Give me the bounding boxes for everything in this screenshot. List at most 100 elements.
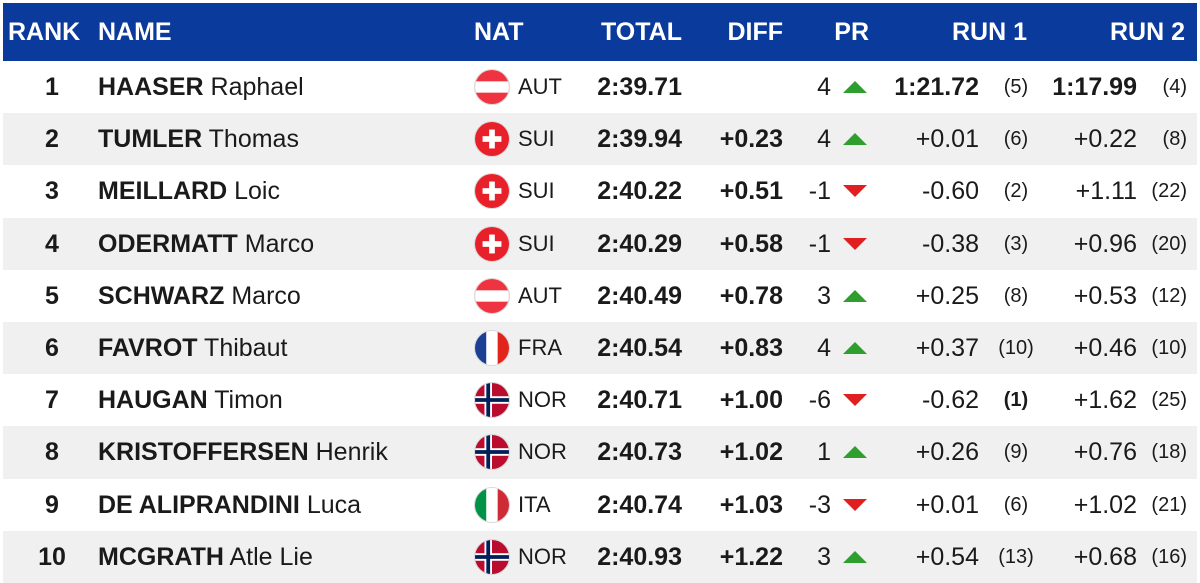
table-header: RANK NAME NAT TOTAL DIFF PR RUN 1 RUN 2 [3,3,1197,61]
nation-code: AUT [518,74,562,99]
athlete-surname: MEILLARD [98,177,228,206]
run1-position: (9) [1003,441,1029,464]
table-row[interactable]: 5 SCHWARZ Marco AUT 2:40.49 +0.78 3 +0.2… [3,270,1197,322]
run2-time: +0.53 [1073,281,1137,310]
athlete-firstname: Loic [234,177,280,206]
athlete-firstname: Timon [214,386,283,415]
table-row[interactable]: 3 MEILLARD Loic SUI 2:40.22 +0.51 -1 -0.… [3,165,1197,217]
athlete-name[interactable]: MCGRATH Atle Lie [98,531,313,583]
header-total[interactable]: TOTAL [600,18,682,46]
athlete-firstname: Raphael [210,73,304,101]
arrow-up-icon [843,270,867,322]
austria-flag-icon [474,277,510,314]
athlete-firstname: Luca [306,490,362,519]
position-change: -1 [808,229,831,258]
run1-position: (5) [1003,76,1029,98]
run2-time: +0.46 [1073,333,1137,362]
run1-time: +0.01 [915,125,979,154]
total-time: 2:40.49 [597,281,682,310]
athlete-firstname: Atle Lie [229,542,313,571]
table-row[interactable]: 10 MCGRATH Atle Lie NOR 2:40.93 +1.22 3 … [3,530,1197,583]
run1-position: (3) [1003,232,1029,255]
run2-position: (22) [1151,180,1187,203]
table-row[interactable]: 2 TUMLER Thomas SUI 2:39.94 +0.23 4 +0.0… [3,113,1197,166]
header-run2[interactable]: RUN 2 [1109,18,1185,46]
arrow-up-icon [843,531,867,583]
header-diff[interactable]: DIFF [727,18,783,46]
run1-time: +0.54 [915,542,979,571]
switzerland-flag-icon [474,121,510,158]
table-row[interactable]: 4 ODERMATT Marco SUI 2:40.29 +0.58 -1 -0… [3,217,1197,270]
nation-code: SUI [518,126,555,152]
athlete-surname: MCGRATH [98,542,224,571]
table-row[interactable]: 8 KRISTOFFERSEN Henrik NOR 2:40.73 +1.02… [3,426,1197,479]
athlete-name[interactable]: FAVROT Thibaut [98,322,287,374]
athlete-firstname: Marco [244,229,315,258]
athlete-name[interactable]: HAASER Raphael [98,61,304,113]
header-name[interactable]: NAME [98,18,172,46]
arrow-down-icon [843,479,867,531]
athlete-name[interactable]: TUMLER Thomas [98,113,299,165]
time-diff: +1.03 [719,490,783,519]
header-nat[interactable]: NAT [474,18,524,46]
table-row[interactable]: 9 DE ALIPRANDINI Luca ITA 2:40.74 +1.03 … [3,479,1197,531]
run1-time: -0.38 [922,229,979,258]
table-body: 1 HAASER Raphael AUT 2:39.71 4 1:21.72 (… [3,61,1197,583]
total-time: 2:40.71 [597,386,682,415]
run2-time: +0.22 [1073,125,1137,154]
run1-position: (10) [998,336,1034,359]
run2-position: (10) [1151,336,1187,359]
position-change: 4 [817,125,831,154]
run2-time: 1:17.99 [1052,73,1137,101]
athlete-surname: SCHWARZ [98,281,225,310]
run1-position: (2) [1003,180,1029,203]
run1-time: +0.37 [915,333,979,362]
time-diff: +0.58 [719,229,783,258]
run2-position: (12) [1151,284,1187,307]
position-change: -1 [808,177,831,206]
arrow-up-icon [843,113,867,165]
athlete-name[interactable]: SCHWARZ Marco [98,270,301,322]
switzerland-flag-icon [474,225,510,262]
athlete-name[interactable]: DE ALIPRANDINI Luca [98,479,361,531]
total-time: 2:40.22 [597,177,682,206]
athlete-name[interactable]: ODERMATT Marco [98,218,314,270]
run2-time: +0.96 [1073,229,1137,258]
position-change: -6 [808,386,831,415]
position-change: 4 [817,73,831,101]
total-time: 2:40.73 [597,438,682,467]
position-change: -3 [808,490,831,519]
run1-time: +0.26 [915,438,979,467]
table-row[interactable]: 6 FAVROT Thibaut FRA 2:40.54 +0.83 4 +0.… [3,321,1197,375]
table-row[interactable]: 7 HAUGAN Timon NOR 2:40.71 +1.00 -6 -0.6… [3,374,1197,426]
athlete-name[interactable]: KRISTOFFERSEN Henrik [98,426,388,478]
italy-flag-icon [474,486,510,523]
nation-code: NOR [518,387,567,413]
norway-flag-icon [474,538,510,575]
arrow-up-icon [843,322,867,374]
run1-position: (6) [1003,128,1029,151]
athlete-name[interactable]: HAUGAN Timon [98,374,283,426]
header-rank[interactable]: RANK [8,18,81,46]
time-diff: +1.02 [719,438,783,467]
run1-time: +0.25 [915,281,979,310]
header-run1[interactable]: RUN 1 [951,18,1027,46]
athlete-surname: TUMLER [98,125,203,154]
run2-time: +0.76 [1073,438,1137,467]
total-time: 2:40.74 [597,490,682,519]
run2-position: (8) [1162,128,1187,151]
athlete-surname: ODERMATT [98,229,238,258]
athlete-surname: HAUGAN [98,386,208,415]
rank-cell: 1 [45,73,59,101]
rank-cell: 6 [45,333,59,362]
austria-flag-icon [474,69,510,105]
table-row[interactable]: 1 HAASER Raphael AUT 2:39.71 4 1:21.72 (… [3,61,1197,113]
run2-time: +0.68 [1073,542,1137,571]
rank-cell: 4 [45,229,59,258]
rank-cell: 3 [45,177,59,206]
total-time: 2:40.29 [597,229,682,258]
athlete-name[interactable]: MEILLARD Loic [98,165,280,217]
switzerland-flag-icon [474,173,510,210]
header-pr[interactable]: PR [834,18,869,46]
arrow-down-icon [843,218,867,270]
